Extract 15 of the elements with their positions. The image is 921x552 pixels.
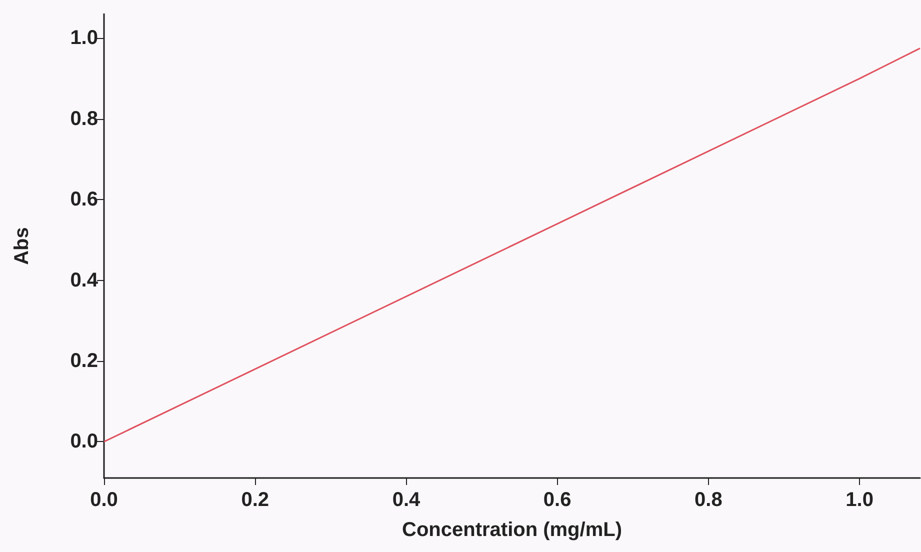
y-tick-label: 1.0 (70, 27, 98, 50)
x-tick-label: 1.0 (846, 489, 874, 511)
y-tick-label: 0.8 (70, 108, 98, 130)
y-tick-label: 0.0 (70, 430, 98, 453)
x-tick-label: 0.2 (241, 489, 270, 511)
line-series (103, 48, 921, 442)
x-axis-title: Concentration (mg/mL) (402, 519, 622, 541)
x-tick-label: 0.0 (90, 489, 118, 511)
y-axis-title: Abs (11, 227, 33, 265)
x-tick-label: 0.4 (392, 489, 421, 511)
x-tick-label: 0.8 (694, 489, 722, 511)
y-tick-label: 0.6 (70, 188, 98, 211)
x-tick-label: 0.6 (543, 489, 572, 511)
y-tick-label: 0.2 (70, 350, 98, 372)
y-tick-label: 0.4 (70, 269, 99, 292)
